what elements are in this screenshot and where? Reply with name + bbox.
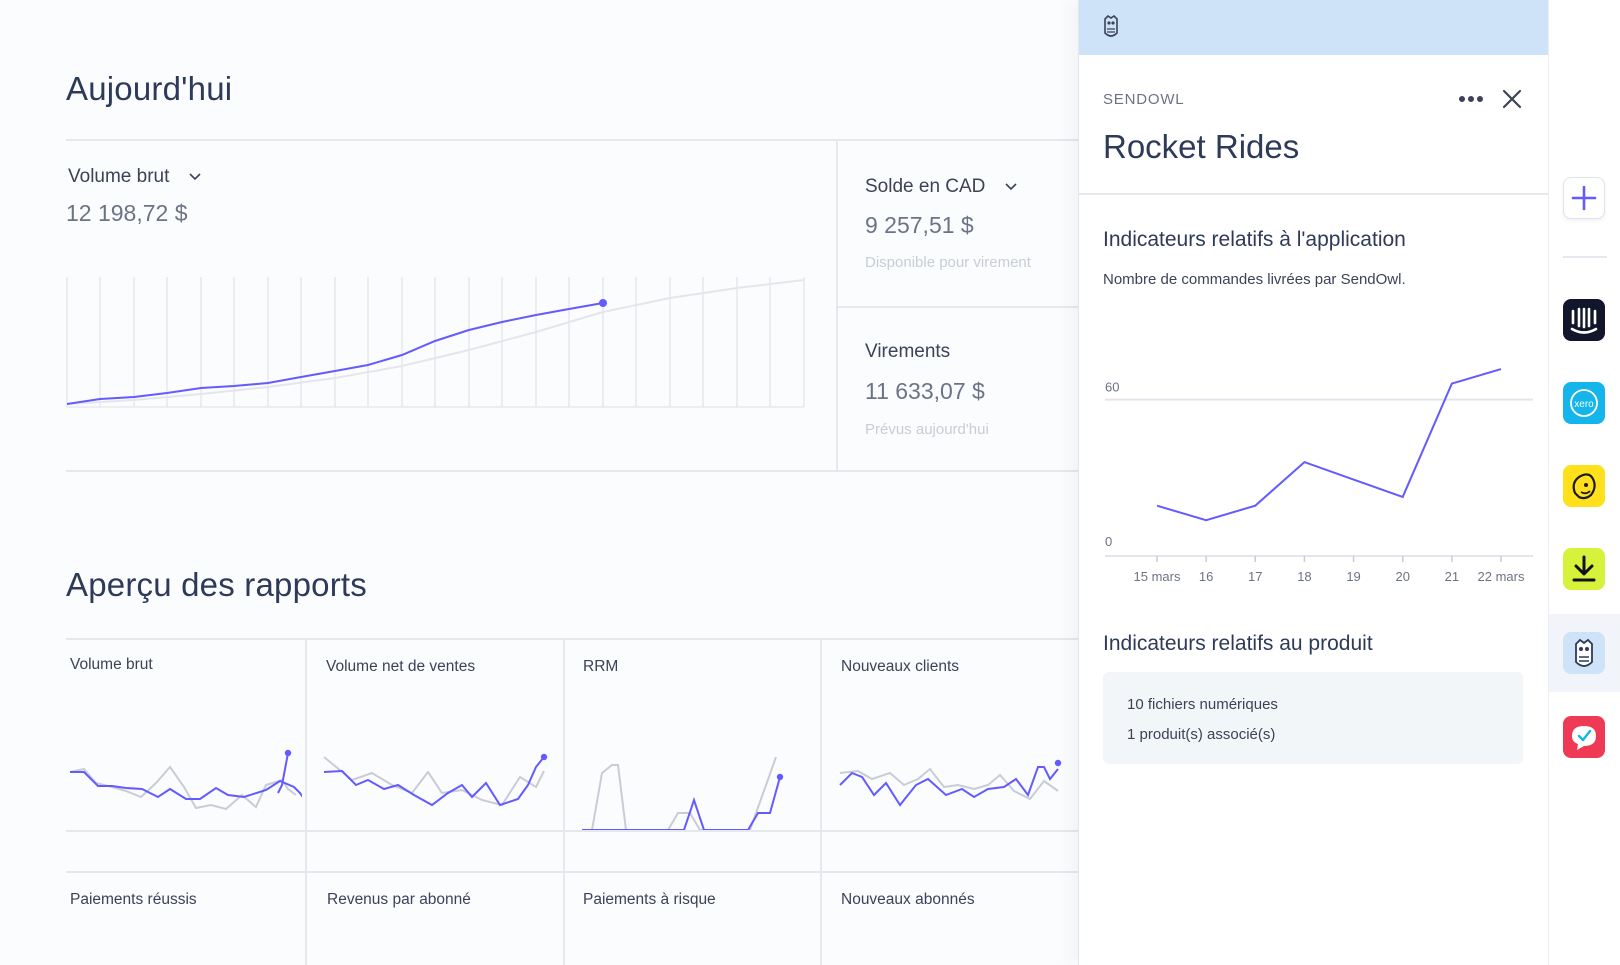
divider <box>66 871 1080 873</box>
sparkline-current <box>323 756 545 807</box>
drawer-header-bar <box>1079 0 1549 55</box>
divider <box>66 139 1080 141</box>
close-icon[interactable] <box>1502 89 1522 109</box>
orders-chart: 60 0 15 mars 16 17 18 19 20 21 22 mars <box>1105 368 1533 584</box>
net-sales-sparkline <box>323 753 548 807</box>
divider <box>836 139 838 471</box>
product-info-line: 1 produit(s) associé(s) <box>1127 726 1276 743</box>
product-info-line: 10 fichiers numériques <box>1127 696 1278 713</box>
x-tick-label: 18 <box>1297 569 1311 584</box>
x-tick-label: 15 mars <box>1134 569 1181 584</box>
comparison-line <box>66 279 805 405</box>
mrr-sparkline <box>582 756 784 830</box>
report-tile-label[interactable]: Paiements à risque <box>583 891 716 908</box>
orders-series-line <box>1156 368 1502 522</box>
gross-volume-chart <box>66 277 805 408</box>
divider <box>66 638 1080 640</box>
x-tick-label: 17 <box>1248 569 1262 584</box>
payouts-value: 11 633,07 $ <box>865 378 985 404</box>
divider <box>305 638 307 965</box>
report-tile-label[interactable]: Revenus par abonné <box>327 891 471 908</box>
volume-line <box>66 302 604 405</box>
xero-app-button[interactable]: xero <box>1563 382 1605 424</box>
download-icon <box>1572 555 1596 582</box>
balance-value: 9 257,51 $ <box>865 212 974 238</box>
report-tile-label[interactable]: Volume net de ventes <box>326 658 476 675</box>
sparkline-current <box>582 776 781 830</box>
sparkline-comparison <box>323 756 545 807</box>
download-app-button[interactable] <box>1563 548 1605 590</box>
check-chat-icon <box>1572 726 1596 750</box>
app-metrics-title: Indicateurs relatifs à l'application <box>1103 228 1406 251</box>
divider <box>563 638 565 965</box>
divider <box>66 470 1080 472</box>
chart-grid <box>66 277 805 408</box>
x-tick-label: 16 <box>1199 569 1213 584</box>
balance-caption: Disponible pour virement <box>865 254 1031 271</box>
app-drawer: SENDOWL Rocket Rides Indicateurs relatif… <box>1078 0 1549 965</box>
report-tile-label[interactable]: Paiements réussis <box>70 891 197 908</box>
divider <box>1079 193 1549 195</box>
intercom-icon <box>1570 307 1598 334</box>
page-title: Aujourd'hui <box>66 70 233 107</box>
chevron-down-icon <box>189 173 201 181</box>
divider <box>820 638 822 965</box>
sparkline-endpoint <box>776 773 784 781</box>
sendowl-icon <box>1575 638 1593 667</box>
checklist-app-button[interactable] <box>1563 716 1605 758</box>
sparkline-endpoint <box>540 753 548 761</box>
sparkline-endpoint <box>284 749 292 757</box>
sendowl-app-button[interactable] <box>1563 632 1605 674</box>
intercom-app-button[interactable] <box>1563 299 1605 341</box>
report-tile-label[interactable]: Volume brut <box>70 656 153 673</box>
mailchimp-app-button[interactable] <box>1563 465 1605 507</box>
svg-text:xero: xero <box>1574 399 1594 410</box>
app-title: Rocket Rides <box>1103 128 1300 165</box>
report-tile-label[interactable]: Nouveaux clients <box>841 658 960 675</box>
app-metrics-description: Nombre de commandes livrées par SendOwl. <box>1103 271 1406 288</box>
payouts-caption: Prévus aujourd'hui <box>865 421 989 438</box>
sparkline-current <box>839 766 1059 807</box>
x-tick-label: 19 <box>1346 569 1360 584</box>
gross-volume-selector[interactable]: Volume brut <box>68 166 201 188</box>
divider <box>66 830 1080 832</box>
dashboard: Aujourd'hui Volume brut 12 198,72 $ Sold… <box>66 70 1080 965</box>
balance-label: Solde en CAD <box>865 176 986 197</box>
product-info-box: 10 fichiers numériques 1 produit(s) asso… <box>1103 672 1523 764</box>
divider <box>1563 256 1607 258</box>
x-tick-label: 21 <box>1445 569 1459 584</box>
sparkline-endpoint <box>1054 759 1062 767</box>
new-customers-sparkline <box>839 759 1062 807</box>
y-tick-label: 60 <box>1105 380 1119 395</box>
report-tile-label[interactable]: Nouveaux abonnés <box>841 891 975 908</box>
payouts-label: Virements <box>865 341 951 362</box>
divider <box>836 306 1080 308</box>
volume-line-endpoint <box>599 299 607 307</box>
mailchimp-icon <box>1572 473 1596 500</box>
app-rail: xero <box>1548 0 1620 965</box>
sparkline-current-tail <box>277 752 289 794</box>
x-tick-label: 20 <box>1395 569 1409 584</box>
product-metrics-title: Indicateurs relatifs au produit <box>1103 632 1373 655</box>
more-options-icon[interactable] <box>1458 95 1484 103</box>
gross-volume-label: Volume brut <box>68 166 170 187</box>
report-tile-label[interactable]: RRM <box>583 658 619 675</box>
add-app-button[interactable] <box>1563 177 1605 219</box>
balance-selector[interactable]: Solde en CAD <box>865 176 1017 198</box>
sparkline-comparison <box>839 767 1059 801</box>
x-tick-label: 22 mars <box>1478 569 1525 584</box>
gross-volume-sparkline <box>69 749 302 811</box>
y-tick-label: 0 <box>1105 534 1112 549</box>
sparkline-comparison <box>69 765 297 811</box>
reports-title: Aperçu des rapports <box>66 566 367 603</box>
sparkline-comparison <box>582 756 777 830</box>
sendowl-icon <box>1104 15 1118 37</box>
gross-volume-value: 12 198,72 $ <box>66 200 188 226</box>
chevron-down-icon <box>1005 183 1017 191</box>
plus-icon <box>1571 185 1597 211</box>
xero-icon: xero <box>1570 389 1598 417</box>
app-brand: SENDOWL <box>1103 91 1185 108</box>
